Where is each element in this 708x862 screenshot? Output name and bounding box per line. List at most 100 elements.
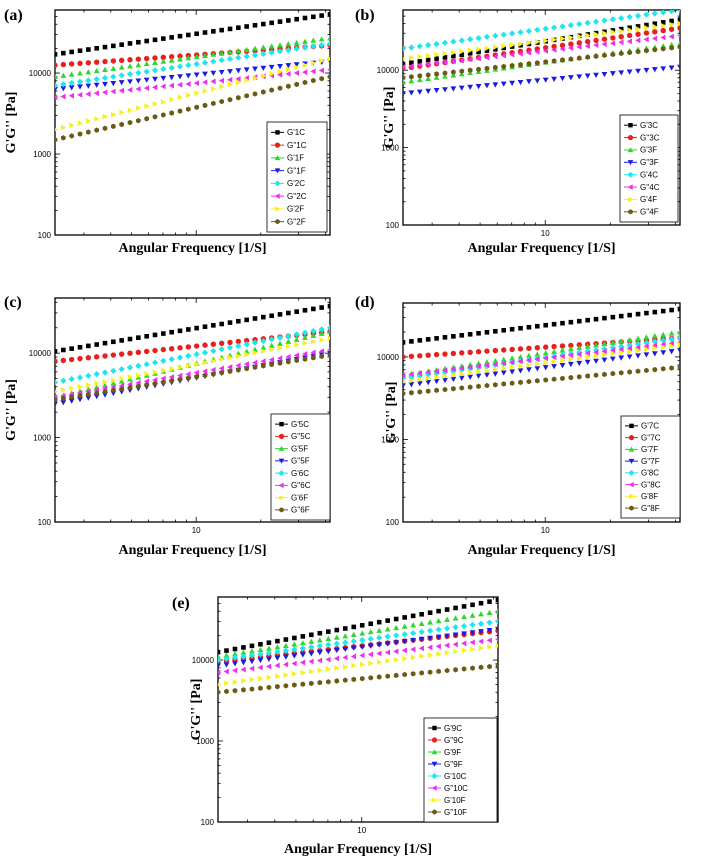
data-point [584,73,591,79]
data-point [559,343,566,349]
data-point [493,382,498,388]
data-point [560,320,565,326]
data-point [236,353,242,359]
data-point [551,348,557,354]
series-group [403,10,680,97]
data-point [227,320,233,325]
data-point [584,38,591,45]
data-point [441,369,449,376]
data-point [402,671,407,678]
data-point [534,378,540,384]
data-point [152,380,158,387]
data-point [240,666,246,673]
data-point [235,76,241,82]
x-axis-label: Angular Frequency [1/S] [467,543,615,558]
data-point [601,71,608,78]
data-point [152,59,158,65]
legend-marker [431,749,438,755]
data-point [61,387,67,393]
data-point [534,48,540,55]
data-point [409,74,414,80]
data-point [359,652,365,659]
data-point [433,88,440,94]
data-point [634,340,642,348]
data-point [224,688,229,695]
data-point [559,46,565,52]
data-point [68,92,74,99]
legend-entry: G''3F [640,158,659,167]
data-point [291,660,297,667]
data-point [319,58,325,64]
data-point [576,349,583,356]
data-point [218,656,222,664]
data-point [177,376,183,383]
data-point [403,340,406,345]
data-point [342,663,349,670]
data-point [68,71,75,77]
data-point [677,33,680,38]
data-point [601,41,607,48]
data-point [291,653,298,659]
data-point [518,325,523,331]
legend-entry: G'4C [640,170,658,179]
data-point [310,349,316,356]
data-point [486,628,493,634]
data-point [302,340,308,347]
data-point [55,86,58,93]
data-point [593,353,599,359]
data-point [194,31,199,37]
data-point [551,58,557,64]
data-point [560,57,565,63]
data-point [486,637,492,644]
data-point [177,81,183,88]
data-point [461,604,467,609]
data-point [444,616,450,622]
data-point [627,312,632,318]
data-point [243,341,250,348]
data-point [402,615,407,620]
data-point [60,377,67,384]
data-point [94,380,100,387]
data-point [274,662,280,669]
data-point [425,52,432,59]
data-point [127,57,133,63]
data-point [484,382,490,389]
data-point [177,364,183,371]
data-point [486,619,493,626]
data-point [487,663,492,670]
data-point [223,662,230,668]
data-point [409,339,414,344]
data-point [275,683,280,690]
legend-entry: G''3C [640,133,660,142]
data-point [177,94,183,101]
data-point [152,37,158,43]
data-point [177,372,183,379]
data-point [660,350,667,356]
data-point [282,647,289,654]
data-point [517,346,524,352]
data-point [274,655,281,661]
data-point [161,379,166,385]
data-point [458,37,465,44]
data-point [293,62,300,68]
data-point [560,35,566,42]
legend-entry: G'5F [291,444,308,453]
data-point [277,42,283,48]
data-point [476,368,482,375]
data-point [257,646,264,653]
data-point [576,318,582,324]
data-point [240,660,247,666]
data-point [350,631,357,637]
data-point [127,86,133,93]
data-point [218,682,221,687]
data-point [152,369,158,376]
data-point [236,367,241,373]
data-point [249,659,255,665]
data-point [77,120,83,127]
data-point [202,88,208,94]
data-point [69,394,74,400]
data-point [185,62,192,69]
data-point [651,351,658,357]
data-point [299,640,306,646]
data-point [368,621,374,627]
